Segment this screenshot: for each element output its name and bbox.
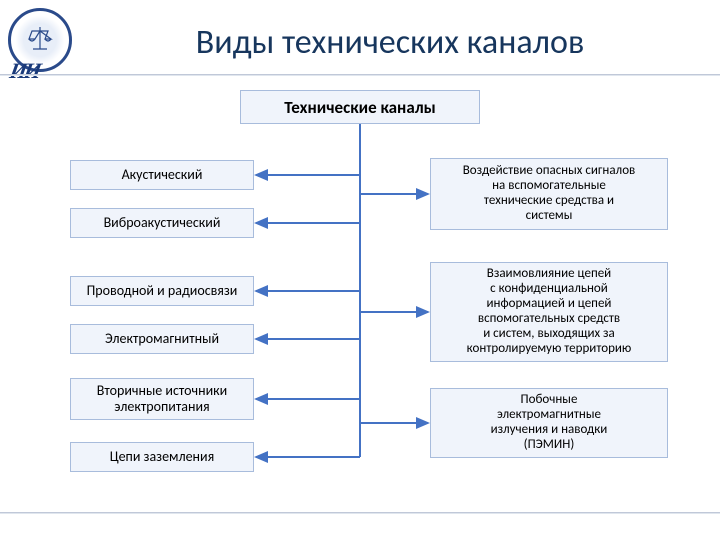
scales-icon [25, 25, 55, 55]
right-node: Побочныеэлектромагнитныеизлучения и наво… [430, 388, 668, 458]
title-underline [0, 74, 720, 76]
left-node: Электромагнитный [70, 324, 254, 354]
right-node: Взаимовлияние цепейс конфиденциальнойинф… [430, 262, 668, 362]
left-node: Виброакустический [70, 208, 254, 238]
left-node: Акустический [70, 160, 254, 190]
right-node: Воздействие опасных сигналовна вспомогат… [430, 158, 668, 230]
root-node: Технические каналы [240, 90, 480, 124]
page-title: Виды технических каналов [0, 0, 720, 63]
left-node: Цепи заземления [70, 442, 254, 472]
logo-text: ИИ [8, 58, 41, 84]
left-node: Вторичные источникиэлектропитания [70, 378, 254, 420]
left-node: Проводной и радиосвязи [70, 276, 254, 306]
institute-logo: ИИ [8, 8, 72, 72]
footer-rule [0, 512, 720, 514]
